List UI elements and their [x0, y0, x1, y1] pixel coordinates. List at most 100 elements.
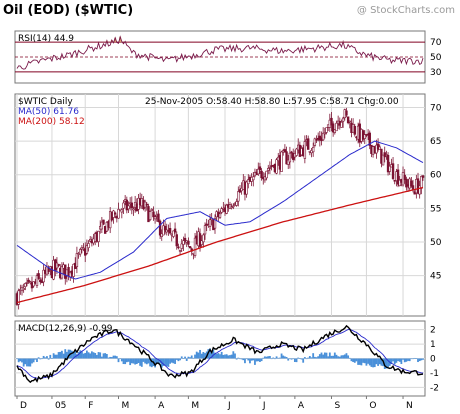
- macd-hist-bar: [235, 358, 238, 360]
- macd-hist-bar: [288, 358, 291, 360]
- price-candle: [187, 237, 190, 247]
- macd-hist-bar: [47, 358, 50, 360]
- macd-hist-bar: [348, 357, 351, 359]
- macd-hist-bar: [287, 358, 290, 361]
- macd-hist-bar: [373, 358, 376, 368]
- macd-hist-bar: [245, 358, 248, 360]
- price-candle: [268, 161, 272, 174]
- price-candle: [398, 175, 401, 187]
- macd-hist-bar: [167, 358, 170, 367]
- macd-hist-bar: [114, 355, 117, 359]
- price-candle: [263, 172, 267, 183]
- price-candle: [130, 196, 134, 215]
- macd-hist-bar: [164, 358, 166, 366]
- price-candle: [25, 278, 29, 287]
- price-candle: [321, 127, 325, 142]
- price-candle: [376, 138, 380, 152]
- rsi-bands: [15, 41, 425, 73]
- macd-hist-bar: [200, 353, 203, 359]
- macd-hist-bar: [232, 351, 235, 359]
- macd-hist-bar: [184, 356, 186, 359]
- price-tick-label: 70: [430, 103, 442, 113]
- price-candle: [57, 263, 60, 268]
- price-candles: [15, 107, 425, 310]
- macd-hist-bar: [323, 352, 326, 359]
- credit-text[interactable]: @ StockCharts.com: [357, 5, 455, 16]
- macd-hist-bar: [179, 358, 181, 361]
- macd-hist-bar: [214, 352, 216, 359]
- price-symbol-label: $WTIC Daily: [18, 97, 73, 107]
- macd-hist-bar: [135, 358, 138, 364]
- price-candle: [102, 219, 105, 226]
- macd-hist-bar: [44, 357, 47, 359]
- macd-tick-label: 2: [430, 326, 436, 336]
- macd-hist-bar: [300, 358, 303, 360]
- macd-hist-bar: [267, 356, 270, 359]
- price-candle: [230, 203, 233, 210]
- macd-hist-bar: [89, 353, 92, 359]
- macd-hist-bar: [345, 353, 348, 359]
- macd-hist-bar: [142, 358, 145, 362]
- macd-hist-bar: [219, 354, 221, 359]
- price-candle: [303, 135, 307, 164]
- macd-hist-bar: [19, 358, 22, 362]
- macd-hist-bar: [144, 358, 147, 364]
- macd-hist-bar: [26, 358, 28, 367]
- price-candle: [180, 239, 183, 253]
- macd-hist-bar: [328, 352, 331, 359]
- macd-hist-bar: [244, 358, 246, 364]
- macd-hist-bar: [240, 358, 243, 360]
- x-tick-label: J: [262, 401, 266, 411]
- macd-hist-bar: [330, 355, 333, 359]
- price-tick-label: 65: [430, 137, 441, 147]
- rsi-line: [16, 35, 424, 70]
- macd-hist-bar: [192, 357, 195, 359]
- macd-hist-bar: [230, 354, 233, 359]
- macd-hist-bar: [295, 358, 298, 363]
- macd-hist-bar: [212, 349, 215, 359]
- macd-hist-bar: [187, 356, 190, 359]
- macd-signal-line: [16, 329, 424, 379]
- macd-hist-bar: [272, 357, 275, 359]
- macd-hist-bar: [415, 358, 418, 359]
- x-tick-label: 05: [55, 401, 66, 411]
- macd-hist-bar: [408, 358, 411, 362]
- macd-hist-bar: [132, 358, 135, 364]
- price-tick-label: 50: [430, 238, 442, 248]
- price-candle: [72, 263, 75, 283]
- macd-hist-bar: [303, 357, 306, 359]
- macd-hist-bar: [39, 358, 42, 360]
- macd-hist-bar: [202, 352, 205, 359]
- macd-hist-bar: [139, 358, 142, 366]
- price-candle: [315, 135, 318, 144]
- ma200-legend: MA(200) 58.12: [18, 117, 85, 127]
- price-candle: [85, 239, 89, 255]
- price-candle: [188, 245, 192, 249]
- macd-hist-bar: [170, 358, 173, 363]
- price-candle: [280, 150, 283, 172]
- macd-line: [16, 324, 424, 384]
- macd-hist-bar: [174, 358, 176, 364]
- macd-hist-bar: [79, 350, 82, 359]
- macd-hist-bar: [222, 354, 225, 359]
- macd-hist-bar: [262, 357, 265, 359]
- x-tick-label: A: [298, 401, 305, 411]
- macd-hist-bar: [277, 357, 280, 359]
- x-tick-label: N: [406, 401, 413, 411]
- macd-hist-bar: [77, 352, 80, 359]
- price-candle: [290, 150, 293, 159]
- macd-hist-bar: [99, 352, 102, 359]
- price-candle: [150, 208, 153, 212]
- macd-hist-bar: [422, 358, 424, 360]
- macd-hist-bar: [169, 358, 171, 364]
- macd-hist-bar: [340, 355, 343, 359]
- price-candle: [345, 107, 348, 118]
- price-candle: [257, 162, 260, 176]
- price-candle: [235, 198, 238, 207]
- macd-hist-bar: [227, 355, 230, 359]
- price-tick-label: 55: [430, 204, 441, 214]
- macd-hist-bar: [64, 349, 67, 359]
- x-tick-label: O: [369, 401, 376, 411]
- macd-tick-label: -2: [430, 383, 439, 393]
- price-candle: [117, 202, 120, 219]
